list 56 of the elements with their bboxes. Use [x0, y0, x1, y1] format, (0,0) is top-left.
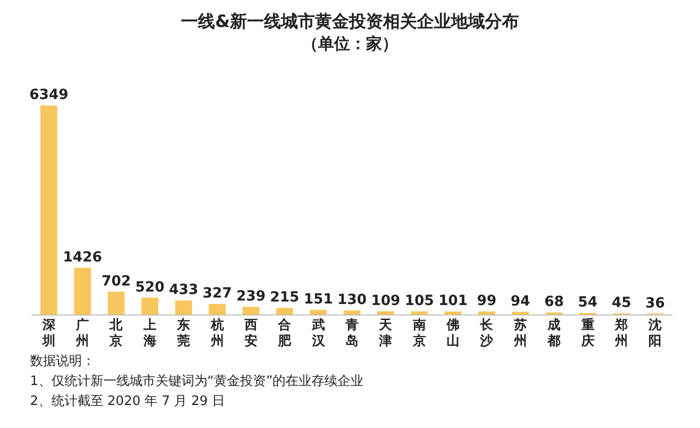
data-label: 36: [645, 295, 665, 312]
text: 1、仅统计新一线城市关键词为“黄金投资”的在业存续企业: [30, 373, 364, 391]
data-label: 94: [510, 293, 530, 310]
data-label: 1426: [63, 249, 102, 266]
x-tick-label: 北京: [108, 317, 124, 348]
x-tick-label: 沈阳: [648, 317, 662, 348]
bar: [108, 292, 125, 315]
x-tick-label: 重庆: [580, 317, 594, 348]
bar: [141, 298, 158, 315]
bar: [478, 312, 496, 315]
x-tick-label: 东莞: [176, 317, 190, 348]
bar: [344, 310, 360, 315]
x-tick-label: 南京: [412, 317, 426, 348]
data-label: 520: [135, 279, 165, 296]
data-label: 327: [202, 286, 232, 302]
bar: [377, 311, 394, 315]
data-label: 6349: [29, 87, 68, 104]
text: 2、统计截至 2020 年 7 月 29 日: [30, 393, 226, 411]
x-tick-label: 广州: [75, 317, 90, 348]
data-label: 45: [612, 294, 632, 311]
bar: [242, 306, 260, 315]
data-label: 99: [476, 293, 496, 310]
data-label: 68: [544, 294, 564, 310]
bar: [175, 300, 192, 315]
x-tick-label: 成都: [546, 317, 561, 348]
x-tick-label: 西安: [243, 317, 258, 348]
chart-title: 一线&新一线城市黄金投资相关企业地域分布: [180, 11, 520, 33]
x-tick-label: 郑州: [614, 317, 628, 348]
x-tick-label: 天津: [378, 317, 394, 348]
bar: [444, 311, 462, 315]
x-tick-label: 深圳: [41, 317, 56, 348]
bar: [208, 304, 226, 315]
data-label: 215: [270, 289, 300, 306]
x-tick-label: 合肥: [277, 317, 292, 348]
data-label: 239: [236, 288, 266, 305]
data-label: 54: [578, 294, 598, 311]
x-tick-label: 上海: [142, 317, 156, 348]
x-tick-label: 长沙: [479, 317, 494, 348]
bar: [276, 308, 294, 315]
data-label: 130: [337, 292, 367, 308]
chart-subtitle: （单位：家）: [301, 34, 399, 55]
bar: [40, 105, 58, 315]
bar: [74, 268, 91, 315]
data-label: 105: [404, 292, 434, 309]
x-tick-label: 青岛: [344, 317, 358, 348]
data-label: 101: [438, 293, 468, 310]
text: 数据说明：: [30, 353, 96, 371]
x-tick-label: 杭州: [210, 317, 224, 348]
data-label: 433: [168, 282, 198, 298]
data-label: 702: [102, 273, 131, 290]
data-label: 151: [304, 291, 333, 308]
data-label: 109: [371, 292, 400, 309]
x-tick-label: 苏州: [512, 317, 527, 348]
bar: [512, 312, 529, 315]
x-tick-label: 佛山: [446, 317, 460, 348]
x-tick-label: 武汉: [310, 317, 326, 348]
